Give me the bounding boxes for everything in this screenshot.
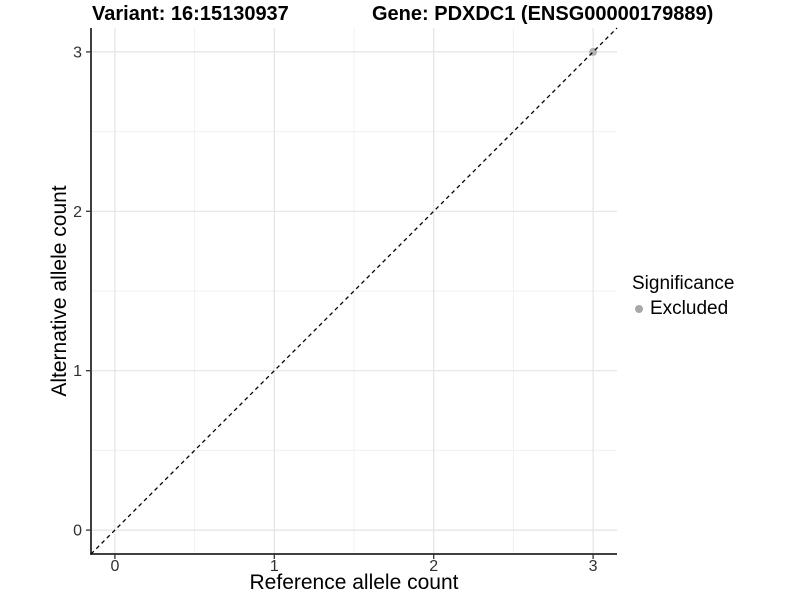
x-tick-label: 3 [589, 558, 598, 575]
y-tick-label: 0 [73, 523, 82, 540]
axis-ticks [86, 51, 594, 559]
grid-major-lines [91, 28, 617, 554]
x-tick-label: 0 [110, 558, 119, 575]
x-tick-label: 2 [429, 558, 438, 575]
axis-tick-labels: 0 1 2 3 0 1 2 3 [73, 44, 598, 575]
x-tick-label: 1 [270, 558, 279, 575]
y-tick-label: 1 [73, 363, 82, 380]
axis-lines [90, 28, 617, 555]
y-tick-label: 3 [73, 44, 82, 61]
plot-title-variant: Variant: 16:15130937 [92, 3, 289, 25]
legend-item-excluded: Excluded [632, 297, 734, 320]
plot-title-gene: Gene: PDXDC1 (ENSG00000179889) [372, 3, 714, 25]
identity-reference-line [90, 27, 618, 555]
y-axis-title: Alternative allele count [48, 185, 71, 397]
legend-item-label: Excluded [650, 298, 729, 319]
legend-title: Significance [632, 273, 735, 294]
x-axis-title: Reference allele count [249, 571, 459, 594]
excluded-point-icon [635, 304, 643, 313]
grid-minor-lines [91, 28, 617, 554]
identity-dashed-line [90, 27, 618, 555]
legend: Significance Excluded [632, 272, 734, 320]
y-tick-label: 2 [73, 204, 82, 221]
